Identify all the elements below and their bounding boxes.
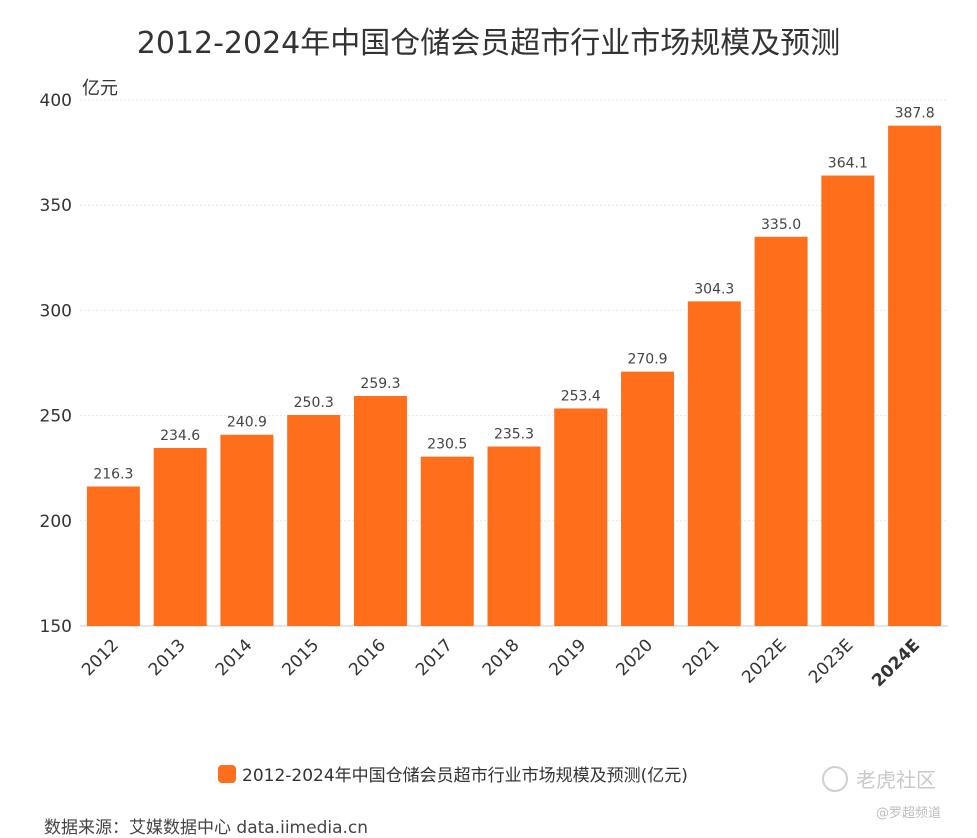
bar bbox=[287, 414, 341, 626]
y-tick-label: 400 bbox=[40, 91, 72, 111]
bar bbox=[554, 408, 608, 626]
x-tick-label: 2023E bbox=[805, 635, 857, 687]
bar bbox=[220, 434, 274, 626]
bar bbox=[821, 175, 875, 626]
y-axis-unit-label: 亿元 bbox=[82, 78, 118, 99]
data-label: 335.0 bbox=[761, 217, 801, 233]
x-tick-label: 2022E bbox=[738, 635, 790, 687]
x-tick-label: 2018 bbox=[479, 635, 524, 680]
legend-swatch bbox=[218, 764, 236, 783]
data-source: 数据来源：艾媒数据中心 data.iimedia.cn bbox=[44, 818, 369, 838]
y-tick-label: 200 bbox=[40, 512, 72, 532]
data-label: 234.6 bbox=[160, 428, 200, 444]
data-label: 250.3 bbox=[294, 395, 334, 411]
data-label: 270.9 bbox=[627, 352, 667, 368]
watermark: 老虎社区 bbox=[822, 764, 936, 793]
watermark-sub: @罗超频道 bbox=[876, 806, 942, 821]
legend[interactable]: 2012-2024年中国仓储会员超市行业市场规模及预测(亿元) bbox=[218, 761, 688, 786]
x-tick-label: 2020 bbox=[612, 635, 657, 680]
x-tick-label: 2017 bbox=[412, 635, 457, 680]
x-tick-label: 2015 bbox=[278, 635, 323, 680]
bar bbox=[420, 456, 474, 626]
data-label: 387.8 bbox=[895, 106, 935, 122]
bar bbox=[687, 301, 741, 626]
data-label: 253.4 bbox=[561, 388, 601, 404]
bar bbox=[888, 125, 942, 627]
x-tick-label: 2024E bbox=[868, 635, 924, 691]
x-tick-label: 2014 bbox=[212, 635, 257, 680]
bar bbox=[754, 236, 808, 626]
bar-chart: 150 200 250 300 350 400 216.3 2012 234.6 2013 240.… bbox=[40, 91, 948, 691]
watermark-logo-icon bbox=[822, 765, 848, 792]
x-tick-label: 2012 bbox=[78, 635, 123, 680]
y-tick-label: 300 bbox=[40, 301, 72, 321]
data-label: 230.5 bbox=[427, 437, 467, 453]
chart-title: 2012-2024年中国仓储会员超市行业市场规模及预测 bbox=[136, 26, 841, 61]
bar bbox=[353, 396, 407, 626]
x-tick-label: 2013 bbox=[145, 635, 190, 680]
x-tick-label: 2021 bbox=[679, 635, 724, 680]
data-label: 216.3 bbox=[93, 467, 133, 483]
bar bbox=[86, 486, 140, 626]
y-tick-label: 150 bbox=[40, 617, 72, 637]
bar bbox=[487, 446, 541, 626]
data-label: 364.1 bbox=[828, 156, 868, 172]
bar bbox=[153, 448, 207, 626]
legend-label: 2012-2024年中国仓储会员超市行业市场规模及预测(亿元) bbox=[242, 766, 688, 786]
data-label: 304.3 bbox=[694, 281, 734, 297]
data-label: 259.3 bbox=[360, 376, 400, 392]
y-tick-label: 350 bbox=[40, 196, 72, 216]
watermark-main: 老虎社区 bbox=[856, 768, 936, 792]
bar bbox=[621, 371, 675, 626]
x-tick-label: 2019 bbox=[546, 635, 591, 680]
data-label: 235.3 bbox=[494, 427, 534, 443]
data-label: 240.9 bbox=[227, 415, 267, 431]
y-tick-label: 250 bbox=[40, 407, 72, 427]
x-tick-label: 2016 bbox=[345, 635, 390, 680]
